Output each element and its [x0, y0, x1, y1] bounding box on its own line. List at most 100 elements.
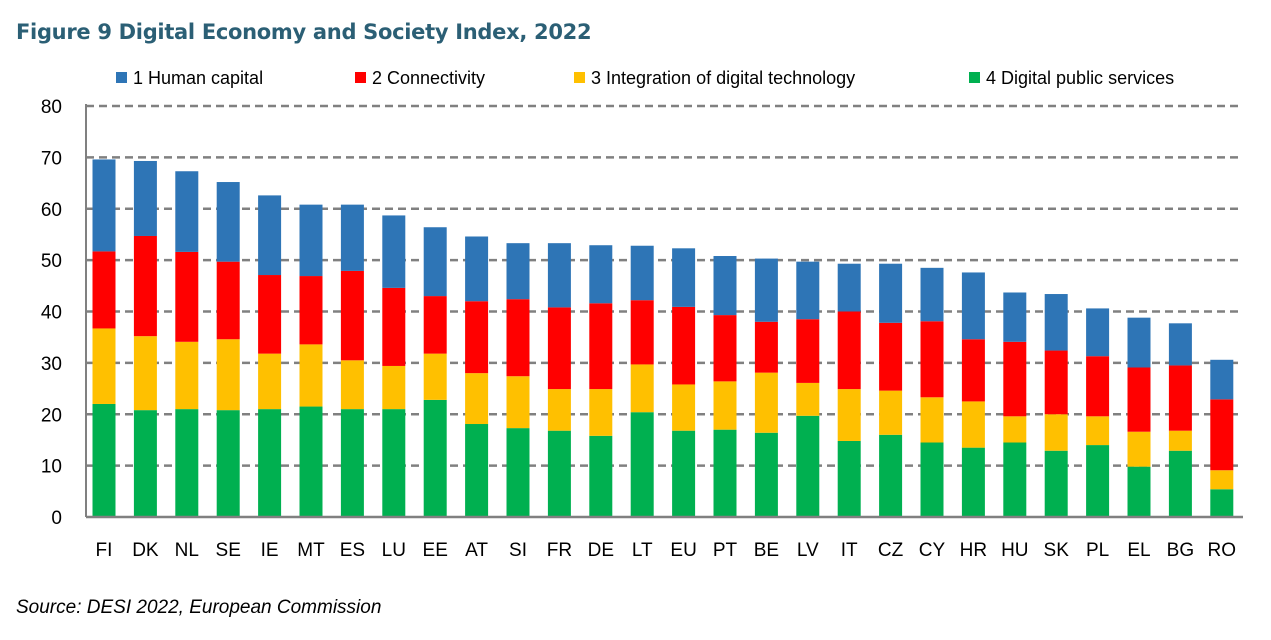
- bar-segment: [216, 261, 240, 340]
- bar-segment: [299, 276, 323, 345]
- bar-segment: [423, 399, 447, 517]
- bar-segment: [1003, 442, 1027, 517]
- bar-segment: [175, 409, 199, 517]
- bar-segment: [1127, 431, 1151, 467]
- bar-segment: [340, 270, 364, 361]
- bar-segment: [216, 339, 240, 411]
- bar-segment: [1127, 466, 1151, 517]
- bar-segment: [837, 263, 861, 312]
- x-tick-label: ES: [340, 540, 365, 561]
- y-tick-label: 30: [41, 354, 62, 375]
- x-tick-label: BG: [1167, 540, 1194, 561]
- legend-label: 1 Human capital: [133, 68, 263, 88]
- x-tick-label: FI: [96, 540, 113, 561]
- bar-segment: [713, 256, 737, 316]
- bar-segment: [961, 401, 985, 448]
- bar-segment: [465, 373, 489, 425]
- bar-segment: [382, 409, 406, 517]
- y-tick-label: 10: [41, 457, 62, 478]
- bar-segment: [133, 235, 157, 337]
- bar-segment: [423, 353, 447, 400]
- x-tick-label: CY: [919, 540, 946, 561]
- bar-segment: [837, 440, 861, 517]
- bar-segment: [589, 303, 613, 390]
- bar-segment: [1044, 414, 1068, 451]
- bar-segment: [340, 409, 364, 517]
- bar-segment: [1127, 317, 1151, 368]
- bar-segment: [754, 372, 778, 433]
- x-tick-label: DE: [588, 540, 614, 561]
- x-tick-label: HU: [1001, 540, 1028, 561]
- x-tick-label: IE: [261, 540, 279, 561]
- bar-segment: [1003, 416, 1027, 443]
- bar-segment: [258, 275, 282, 354]
- bar-segment: [216, 410, 240, 517]
- y-tick-label: 40: [41, 303, 62, 324]
- bar-segment: [672, 384, 696, 431]
- bar-segment: [920, 397, 944, 443]
- bar-segment: [630, 300, 654, 365]
- bar-segment: [92, 251, 116, 329]
- bar-segment: [1044, 450, 1068, 517]
- bar-segment: [713, 381, 737, 430]
- bar-segment: [547, 430, 571, 517]
- bar-segment: [672, 248, 696, 307]
- bar-segment: [1003, 341, 1027, 417]
- x-tick-label: SE: [216, 540, 241, 561]
- x-tick-label: MT: [297, 540, 325, 561]
- bar-segment: [1210, 399, 1234, 471]
- x-tick-label: LV: [797, 540, 819, 561]
- bar-segment: [465, 424, 489, 517]
- x-tick-label: FR: [547, 540, 572, 561]
- bar-segment: [1168, 323, 1192, 366]
- bar-segment: [754, 258, 778, 322]
- x-tick-label: DK: [132, 540, 159, 561]
- x-tick-label: EU: [670, 540, 696, 561]
- x-tick-label: NL: [175, 540, 199, 561]
- bar-segment: [630, 412, 654, 517]
- bar-segment: [1044, 294, 1068, 351]
- bar-segment: [92, 328, 116, 404]
- bar-segment: [547, 389, 571, 431]
- legend-label: 4 Digital public services: [986, 68, 1174, 88]
- bar-segment: [713, 315, 737, 382]
- x-tick-label: SK: [1044, 540, 1070, 561]
- bar-segment: [133, 410, 157, 517]
- x-tick-label: IT: [841, 540, 858, 561]
- y-tick-label: 20: [41, 405, 62, 426]
- bar-segment: [258, 409, 282, 517]
- x-tick-label: LU: [382, 540, 406, 561]
- bar-segment: [1003, 292, 1027, 342]
- x-tick-label: RO: [1208, 540, 1237, 561]
- x-tick-label: CZ: [878, 540, 904, 561]
- bar-segment: [1210, 470, 1234, 490]
- bar-segment: [1086, 356, 1110, 417]
- x-tick-label: EL: [1127, 540, 1150, 561]
- bar-segment: [258, 195, 282, 276]
- bar-segment: [713, 429, 737, 517]
- bar-segment: [1168, 450, 1192, 517]
- bar-segment: [672, 306, 696, 385]
- bar-segment: [837, 311, 861, 390]
- bar-segment: [630, 245, 654, 301]
- bar-segment: [1168, 365, 1192, 431]
- bar-segment: [1210, 359, 1234, 400]
- bar-segment: [796, 382, 820, 416]
- x-tick-label: LT: [632, 540, 653, 561]
- bar-segment: [630, 364, 654, 413]
- x-tick-label: PT: [713, 540, 738, 561]
- bar-segment: [879, 322, 903, 391]
- bar-segment: [506, 376, 530, 429]
- bar-segment: [589, 245, 613, 304]
- legend-swatch: [355, 72, 366, 83]
- bar-segment: [879, 390, 903, 435]
- y-tick-label: 70: [41, 148, 62, 169]
- bar-segment: [1086, 445, 1110, 517]
- bar-segment: [506, 428, 530, 517]
- source-note: Source: DESI 2022, European Commission: [16, 597, 382, 618]
- bar-segment: [589, 435, 613, 517]
- bar-segment: [382, 287, 406, 366]
- bar-segment: [920, 442, 944, 517]
- bar-segment: [92, 403, 116, 517]
- bar-segment: [547, 243, 571, 308]
